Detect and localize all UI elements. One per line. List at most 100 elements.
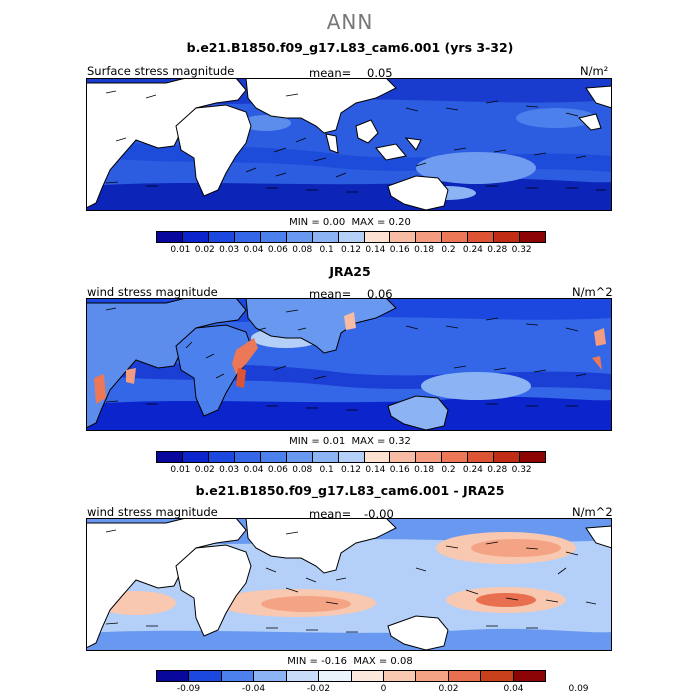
colorbar-box	[383, 671, 417, 681]
colorbar-box	[513, 671, 546, 681]
panel-3-colorbar-ticks: -0.09 -0.04 -0.02 0 0.02 0.04 0.09	[0, 684, 700, 696]
colorbar-box	[286, 232, 313, 242]
panel-1-variable-label: Surface stress magnitude	[87, 64, 235, 78]
max-value: 0.08	[390, 656, 413, 667]
colorbar-box	[364, 452, 391, 462]
panel-1-mean-value: 0.05	[367, 66, 393, 80]
colorbar-tick-label: 0.12	[340, 465, 362, 475]
panel-2-variable-label: wind stress magnitude	[87, 285, 218, 299]
colorbar-tick-label: 0.14	[365, 245, 386, 255]
min-label: MIN =	[289, 436, 320, 447]
panel-2-colorbar-ticks: 0.01 0.02 0.03 0.04 0.06 0.08 0.1 0.12 0.14 0.16 0…	[0, 465, 700, 477]
colorbar-tick-label: 0.14	[365, 465, 386, 475]
colorbar-box	[468, 232, 495, 242]
panel-3-colorbar	[156, 670, 546, 682]
colorbar-tick-label: 0.2	[441, 465, 456, 475]
weak-stress-region	[241, 115, 291, 131]
colorbar-tick-label: 0.12	[340, 245, 362, 255]
colorbar-box	[390, 452, 417, 462]
weak-stress-region	[416, 152, 536, 184]
colorbar-box	[520, 232, 546, 242]
colorbar-box	[208, 452, 235, 462]
colorbar-box	[260, 452, 287, 462]
panel-1-colorbar	[156, 231, 546, 243]
min-value: 0.01	[322, 436, 346, 447]
colorbar-tick-label: 0.18	[414, 245, 435, 255]
colorbar-tick-label: 0.09	[568, 684, 589, 694]
colorbar-box	[286, 452, 313, 462]
panel-2-colorbar	[156, 451, 546, 463]
colorbar-box	[481, 671, 514, 681]
colorbar-box	[416, 452, 443, 462]
land-masses	[86, 298, 449, 431]
page-title: ANN	[326, 10, 374, 34]
colorbar-tick-label: 0.24	[462, 465, 483, 475]
colorbar-box	[254, 671, 287, 681]
land-masses	[86, 78, 612, 211]
panel-2-title: JRA25	[329, 264, 371, 279]
panel-1-colorbar-ticks: 0.01 0.02 0.03 0.04 0.06 0.08 0.1 0.12 0.14 0.16 0…	[0, 245, 700, 257]
colorbar-box	[189, 671, 222, 681]
panel-1-units: N/m²	[580, 64, 609, 78]
map-frame	[86, 518, 612, 651]
colorbar-box	[157, 232, 183, 242]
colorbar-tick-label: 0.24	[462, 245, 483, 255]
max-value: 0.20	[388, 217, 411, 228]
positive-anomaly	[471, 539, 561, 557]
colorbar-tick-label: 0.32	[511, 245, 532, 255]
colorbar-box	[520, 452, 546, 462]
colorbar-box	[312, 232, 339, 242]
min-value: -0.16	[321, 656, 347, 667]
colorbar-tick-label: 0.08	[292, 465, 313, 475]
wind-vectors	[105, 90, 606, 193]
positive-anomaly	[476, 593, 536, 607]
colorbar-box	[416, 232, 443, 242]
colorbar-box	[286, 671, 320, 681]
colorbar-tick-label: 0.02	[438, 684, 459, 694]
colorbar-tick-label: 0.32	[511, 465, 532, 475]
colorbar-tick-label: 0.02	[194, 245, 215, 255]
panel-3-map	[86, 518, 612, 651]
panel-2-map	[86, 298, 612, 431]
panel-3-minmax: MIN = -0.16 MAX = 0.08	[0, 656, 700, 667]
panel-1-map	[86, 78, 612, 211]
wind-vectors	[105, 307, 587, 411]
colorbar-box	[338, 232, 365, 242]
max-label: MAX =	[351, 436, 386, 447]
colorbar-box	[494, 232, 521, 242]
positive-anomaly	[261, 596, 351, 612]
colorbar-box	[448, 671, 482, 681]
colorbar-tick-label: -0.04	[241, 684, 266, 694]
colorbar-tick-label: 0.1	[319, 465, 334, 475]
weak-stress-region	[421, 372, 531, 400]
colorbar-box	[351, 671, 384, 681]
colorbar-box	[364, 232, 391, 242]
panel-1-title: b.e21.B1850.f09_g17.L83_cam6.001 (yrs 3-…	[186, 40, 514, 55]
colorbar-box	[182, 452, 209, 462]
panel-2-units: N/m^2	[572, 285, 613, 299]
high-stress-spots	[94, 312, 606, 404]
colorbar-box	[416, 671, 449, 681]
colorbar-tick-label: 0.06	[267, 465, 288, 475]
colorbar-box	[234, 232, 261, 242]
colorbar-box	[494, 452, 521, 462]
min-label: MIN =	[287, 656, 318, 667]
panel-1-mean-label: mean=	[309, 66, 352, 80]
colorbar-box	[234, 452, 261, 462]
colorbar-tick-label: 0.02	[194, 465, 215, 475]
colorbar-tick-label: 0.28	[487, 465, 508, 475]
colorbar-box	[319, 671, 352, 681]
colorbar-tick-label: 0.03	[219, 245, 240, 255]
colorbar-tick-label: 0.18	[414, 465, 435, 475]
panel-1-minmax: MIN = 0.00 MAX = 0.20	[0, 217, 700, 228]
min-label: MIN =	[289, 217, 320, 228]
colorbar-tick-label: 0.16	[389, 245, 410, 255]
colorbar-tick-label: -0.02	[306, 684, 331, 694]
colorbar-box	[221, 671, 255, 681]
panel-3-variable-label: wind stress magnitude	[87, 505, 218, 519]
colorbar-tick-label: 0.04	[243, 465, 264, 475]
colorbar-tick-label: 0.1	[319, 245, 334, 255]
colorbar-tick-label: 0.03	[219, 465, 240, 475]
max-label: MAX =	[353, 656, 388, 667]
wind-vectors	[105, 529, 597, 633]
